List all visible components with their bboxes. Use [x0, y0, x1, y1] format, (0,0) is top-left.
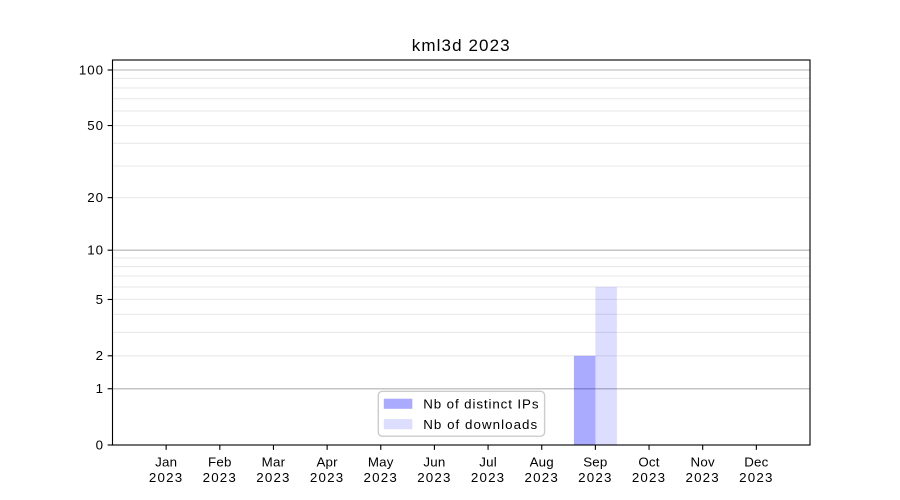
- svg-text:Feb: Feb: [208, 455, 232, 470]
- svg-text:Sep: Sep: [583, 455, 607, 470]
- svg-text:2023: 2023: [471, 470, 505, 485]
- svg-text:1: 1: [96, 381, 104, 396]
- svg-text:Nb of downloads: Nb of downloads: [423, 417, 538, 432]
- svg-text:Apr: Apr: [316, 455, 338, 470]
- svg-text:Mar: Mar: [262, 455, 286, 470]
- svg-text:20: 20: [87, 190, 104, 205]
- svg-text:Nov: Nov: [691, 455, 715, 470]
- svg-text:Oct: Oct: [638, 455, 659, 470]
- svg-text:5: 5: [96, 292, 104, 307]
- svg-text:May: May: [368, 455, 394, 470]
- svg-text:2: 2: [96, 348, 104, 363]
- svg-text:Nb of distinct IPs: Nb of distinct IPs: [423, 397, 539, 412]
- svg-text:Aug: Aug: [530, 455, 554, 470]
- svg-text:2023: 2023: [310, 470, 344, 485]
- svg-text:kml3d 2023: kml3d 2023: [412, 36, 511, 55]
- svg-text:2023: 2023: [149, 470, 183, 485]
- svg-text:2023: 2023: [417, 470, 451, 485]
- svg-text:2023: 2023: [256, 470, 290, 485]
- svg-text:2023: 2023: [364, 470, 398, 485]
- svg-text:Jul: Jul: [479, 455, 497, 470]
- svg-text:Jan: Jan: [155, 455, 177, 470]
- svg-text:2023: 2023: [685, 470, 719, 485]
- svg-text:2023: 2023: [632, 470, 666, 485]
- svg-text:100: 100: [79, 62, 104, 77]
- svg-text:0: 0: [96, 437, 104, 452]
- svg-text:Dec: Dec: [744, 455, 768, 470]
- svg-text:2023: 2023: [203, 470, 237, 485]
- svg-text:2023: 2023: [739, 470, 773, 485]
- svg-text:50: 50: [87, 118, 104, 133]
- svg-text:2023: 2023: [525, 470, 559, 485]
- svg-text:2023: 2023: [578, 470, 612, 485]
- svg-text:10: 10: [87, 243, 104, 258]
- svg-text:Jun: Jun: [423, 455, 445, 470]
